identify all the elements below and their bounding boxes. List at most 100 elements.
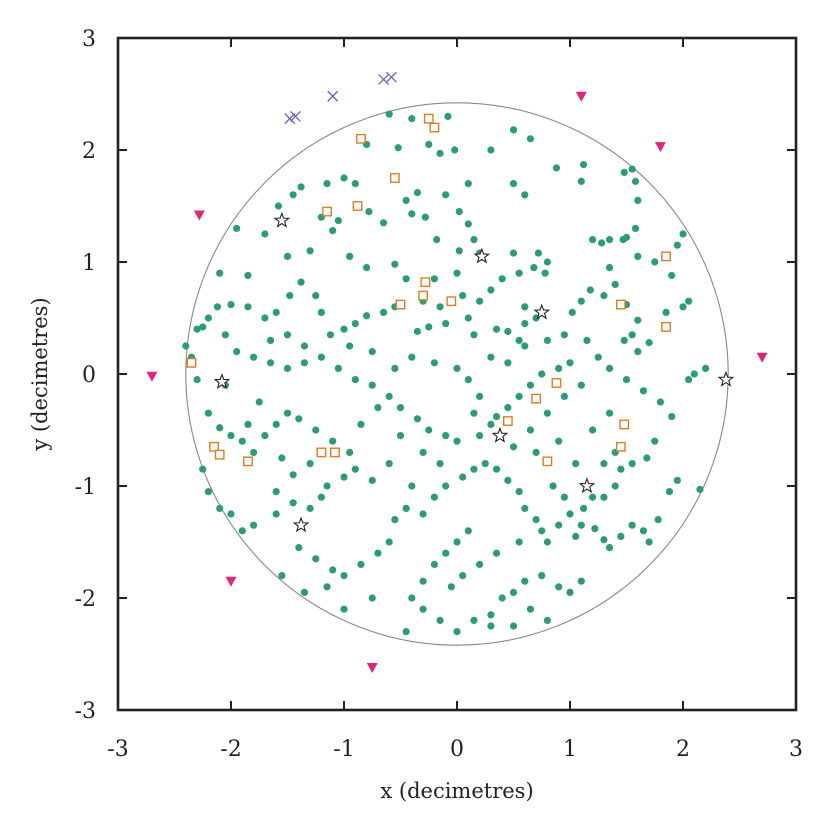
square-point-6 xyxy=(420,277,431,288)
triangle-down-point-0 xyxy=(575,91,587,102)
circle-point-306 xyxy=(272,488,280,496)
circle-point-267 xyxy=(244,271,252,280)
circle-point-147 xyxy=(476,432,484,440)
triangle-down-point-2 xyxy=(193,210,205,221)
cross-point-3 xyxy=(378,73,390,85)
circle-point-125 xyxy=(261,314,269,322)
circle-point-246 xyxy=(408,353,416,361)
circle-point-110 xyxy=(464,314,472,322)
circle-point-162 xyxy=(250,448,258,456)
circle-point-38 xyxy=(470,236,478,244)
circle-point-198 xyxy=(504,476,512,484)
circle-point-194 xyxy=(459,473,467,481)
square-point-4 xyxy=(322,206,332,217)
circle-point-234 xyxy=(300,588,309,597)
circle-point-151 xyxy=(515,392,523,400)
circle-point-27 xyxy=(631,177,640,185)
circle-point-63 xyxy=(586,286,594,294)
circle-point-165 xyxy=(283,409,292,417)
circle-point-185 xyxy=(340,572,348,580)
circle-point-119 xyxy=(326,331,335,339)
circle-point-243 xyxy=(464,376,472,384)
y-tick-label: 1 xyxy=(82,251,96,276)
axis-ticks: -3 -2 -1 0 1 2 3 -3 -2 -1 0 1 2 3 xyxy=(75,27,803,762)
circle-point-82 xyxy=(628,460,636,468)
circle-point-263 xyxy=(509,443,518,451)
square-point-3 xyxy=(389,173,400,183)
star-point-4 xyxy=(717,370,735,387)
circle-point-242 xyxy=(476,392,484,400)
circle-point-259 xyxy=(577,381,585,389)
circle-point-22 xyxy=(509,180,518,188)
circle-point-87 xyxy=(600,493,608,501)
circle-point-29 xyxy=(521,191,529,199)
series-square xyxy=(186,113,671,467)
square-point-1 xyxy=(429,122,440,133)
circle-point-138 xyxy=(334,364,342,372)
circle-point-5 xyxy=(394,144,402,152)
circle-point-24 xyxy=(579,160,588,169)
circle-point-28 xyxy=(577,177,585,185)
circle-point-245 xyxy=(430,359,438,367)
circle-point-61 xyxy=(611,280,619,288)
circle-point-137 xyxy=(317,353,325,361)
square-point-12 xyxy=(661,251,671,262)
circle-point-261 xyxy=(543,409,552,417)
circle-point-283 xyxy=(266,336,275,344)
circle-point-190 xyxy=(402,504,410,512)
circle-point-189 xyxy=(391,516,399,524)
circle-point-134 xyxy=(266,359,275,367)
circle-point-216 xyxy=(453,628,461,636)
square-point-10 xyxy=(615,299,626,310)
circle-point-300 xyxy=(447,583,455,591)
y-axis-label: y (decimetres) xyxy=(28,297,52,451)
circle-point-99 xyxy=(654,516,662,524)
circle-point-181 xyxy=(199,465,207,473)
circle-point-177 xyxy=(250,521,258,529)
circle-point-140 xyxy=(368,381,376,389)
circle-point-159 xyxy=(216,424,224,432)
circle-point-94 xyxy=(605,544,614,552)
circle-point-21 xyxy=(464,180,472,188)
circle-point-72 xyxy=(662,308,670,316)
x-tick-label: -3 xyxy=(107,737,128,762)
circle-point-249 xyxy=(504,359,512,367)
circle-point-254 xyxy=(594,353,602,361)
series-triangle-down xyxy=(146,91,768,673)
y-tick-label: -2 xyxy=(75,587,96,612)
y-tick-label: 0 xyxy=(82,363,96,388)
circle-point-0 xyxy=(385,110,393,118)
circle-point-247 xyxy=(391,364,399,372)
circle-point-229 xyxy=(487,622,495,630)
circle-point-59 xyxy=(619,236,627,244)
circle-point-54 xyxy=(634,196,642,204)
circle-point-141 xyxy=(385,392,393,400)
circle-point-179 xyxy=(216,504,224,512)
circle-point-211 xyxy=(430,560,438,569)
circle-point-71 xyxy=(645,339,653,347)
circle-point-208 xyxy=(464,527,472,535)
circle-point-277 xyxy=(453,269,461,277)
circle-point-107 xyxy=(504,327,512,336)
circle-point-304 xyxy=(278,454,286,462)
star-point-0 xyxy=(273,211,291,228)
circle-point-240 xyxy=(368,476,376,484)
circle-point-9 xyxy=(436,149,444,157)
circle-point-280 xyxy=(459,292,467,300)
series-circle xyxy=(182,110,710,636)
circle-point-236 xyxy=(396,432,405,440)
circle-point-221 xyxy=(521,577,529,585)
circle-point-55 xyxy=(679,230,687,238)
circle-point-10 xyxy=(487,146,495,154)
circle-point-51 xyxy=(605,236,614,244)
circle-point-25 xyxy=(628,165,636,173)
circle-point-186 xyxy=(357,560,365,569)
circle-point-251 xyxy=(543,336,552,344)
circle-point-210 xyxy=(442,549,450,557)
circle-point-224 xyxy=(566,588,574,597)
square-point-14 xyxy=(209,441,219,452)
star-point-7 xyxy=(292,516,310,533)
circle-point-265 xyxy=(605,409,614,417)
circle-point-85 xyxy=(600,460,608,468)
circle-point-223 xyxy=(555,583,563,591)
